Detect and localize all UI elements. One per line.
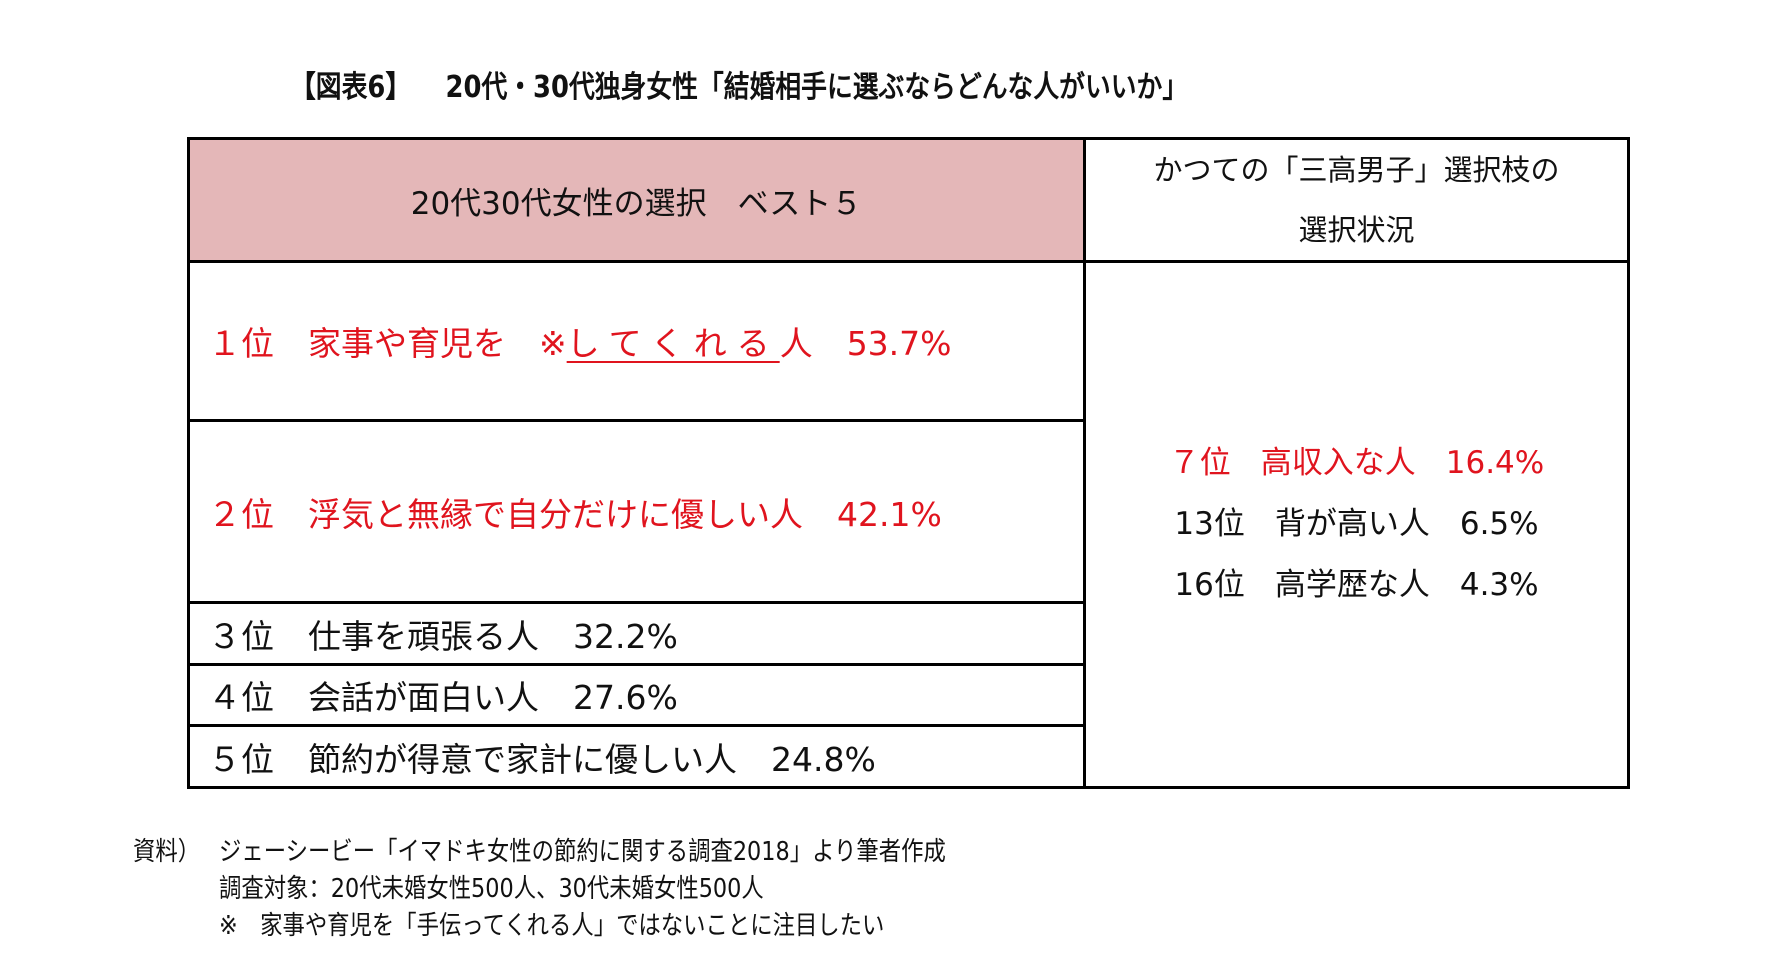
emphasis-underline: してくれる [566,324,780,363]
rank-row-1: １位 家事や育児を ※してくれる人 53.7% [187,260,1086,422]
figure-label: 【図表6】 [290,70,412,105]
rank-row-5: ５位 節約が得意で家計に優しい人 24.8% [187,724,1086,789]
footnotes: 資料） ジェーシービー「イマドキ女性の節約に関する調査2018」より筆者作成 調査… [133,834,946,945]
rank-row-3: ３位 仕事を頑張る人 32.2% [187,601,1086,666]
rank-row-4: ４位 会話が面白い人 27.6% [187,663,1086,727]
ranking-table: 20代30代女性の選択 ベスト５ かつての「三高男子」選択枝の 選択状況 １位家… [187,137,1630,789]
figure-title: 【図表6】 20代・30代独身女性「結婚相手に選ぶならどんな人がいいか」 [290,62,1188,106]
sanko-item-3: 16位 高学歴な人 4.3% [1174,567,1539,603]
rank-row-2: ２位 浮気と無縁で自分だけに優しい人 42.1% [187,419,1086,604]
sanko-item-1: ７位 高収入な人 16.4% [1168,445,1545,481]
remark-note: ※ 家事や育児を「手伝ってくれる人」ではないことに注目したい [219,911,885,941]
sanko-header: かつての「三高男子」選択枝の 選択状況 [1083,137,1630,263]
sanko-item-2: 13位 背が高い人 6.5% [1174,506,1539,542]
sanko-cell: ７位 高収入な人 16.4% 13位 背が高い人 6.5% 16位 高学歴な人 4.3% [1083,260,1630,789]
top5-header: 20代30代女性の選択 ベスト５ [187,137,1086,263]
target-note: 調査対象：20代未婚女性500人、30代未婚女性500人 [219,874,764,904]
source-note: 資料） ジェーシービー「イマドキ女性の節約に関する調査2018」より筆者作成 [133,837,946,867]
figure-title-text: 20代・30代独身女性「結婚相手に選ぶならどんな人がいいか」 [445,70,1189,105]
